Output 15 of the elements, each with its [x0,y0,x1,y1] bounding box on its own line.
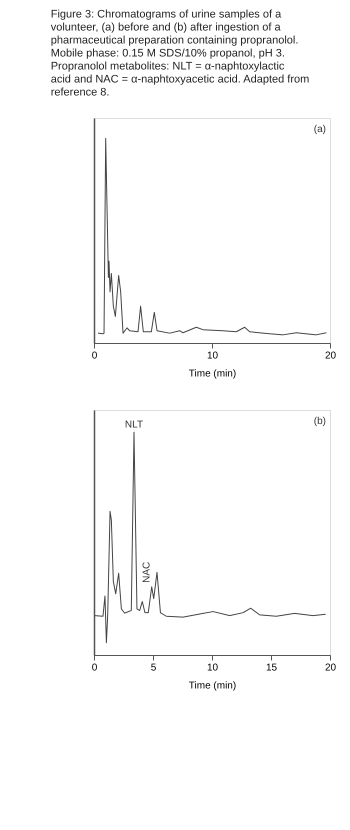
x-tick-label: 10 [206,662,218,674]
chart-title: Figure 3: Chromatograms of urine samples of a volunteer, (a) before and (b) after ingestion of a pharmaceutical preparation containing propranolol. Mobile phase: 0.15 M SDS/10% propanol, pH 3. Propranolol metabolites: NLT = α-naphtoxylactic acid and NAC = α-naphtoxyacetic acid. Adapted from reference 8. [50,8,310,98]
x-tick-label: 5 [150,662,157,674]
x-axis-title: Time (min) [188,368,236,380]
x-tick-label: 15 [266,662,278,674]
x-tick-label: 0 [92,662,98,674]
annotation: NAC [142,562,153,583]
text: (b) [314,416,326,427]
x-tick-label: 0 [92,350,98,362]
x-tick-label: 10 [206,350,218,362]
text: (a) [314,124,326,135]
x-axis-title: Time (min) [188,680,236,692]
x-tick-label: 20 [324,662,336,674]
x-tick-label: 20 [324,350,336,362]
annotation: NLT [124,419,144,430]
